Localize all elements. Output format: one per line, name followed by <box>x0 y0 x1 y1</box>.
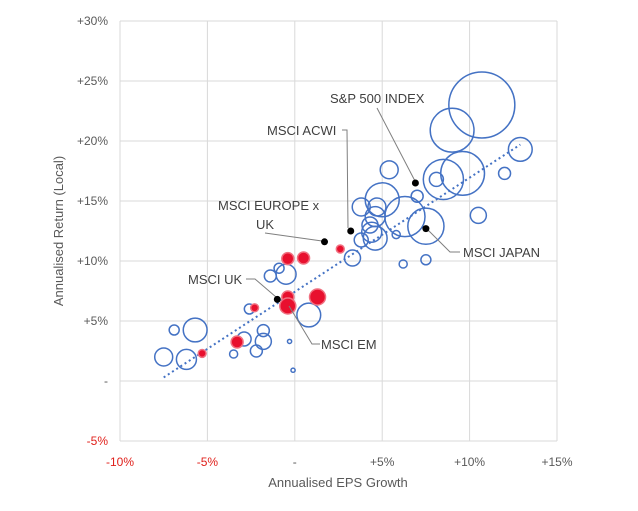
bubble-red <box>335 244 345 254</box>
y-tick-label: +20% <box>77 134 108 148</box>
leader-uk <box>246 278 277 298</box>
bubble-blue <box>228 349 239 359</box>
bubble-red <box>230 335 244 349</box>
leader-em <box>288 305 320 345</box>
x-tick-label: -5% <box>197 455 219 469</box>
bubble-blue <box>360 221 383 243</box>
leader-lines <box>246 107 460 345</box>
y-tick-label: +30% <box>77 14 108 28</box>
x-tick-label: - <box>293 455 297 469</box>
leader-acwi <box>342 129 349 229</box>
leader-japan <box>427 229 460 253</box>
label-europe-line2: UK <box>256 217 274 232</box>
leader-europe <box>264 232 323 242</box>
bubble-blue <box>448 71 516 139</box>
label-em: MSCI EM <box>321 337 377 352</box>
bubble-red <box>249 303 260 313</box>
y-tick-label: +10% <box>77 254 108 268</box>
point-msci-uk <box>273 295 281 303</box>
x-axis-title: Annualised EPS Growth <box>268 475 407 490</box>
label-uk: MSCI UK <box>188 272 243 287</box>
bubble-blue <box>428 171 445 188</box>
bubble-blue <box>429 107 475 153</box>
bubble-red <box>296 251 311 265</box>
trendline <box>163 143 521 379</box>
bubble-red <box>281 251 295 266</box>
bubble-blue <box>290 367 296 374</box>
point-msci-japan <box>422 225 430 233</box>
bubble-blue <box>273 262 285 274</box>
bubble-blue <box>296 302 322 328</box>
bubble-red <box>197 348 207 359</box>
label-europe-line1: MSCI EUROPE x <box>218 198 320 213</box>
bubble-blue <box>175 348 198 371</box>
bubble-blue <box>422 158 465 201</box>
leader-sp500 <box>376 107 416 182</box>
y-axis-title: Annualised Return (Local) <box>51 156 66 306</box>
y-tick-label: +25% <box>77 74 108 88</box>
grid <box>119 20 558 442</box>
x-tick-label: +5% <box>370 455 395 469</box>
label-japan: MSCI JAPAN <box>463 245 540 260</box>
y-tick-label: +5% <box>84 314 109 328</box>
bubble-blue <box>507 136 533 163</box>
bubble-blue <box>249 344 264 358</box>
bubble-blue <box>391 229 401 240</box>
y-tick-label: -5% <box>87 434 109 448</box>
bubble-blue <box>384 195 426 238</box>
bubble-blue <box>153 347 174 367</box>
bubble-blue <box>275 263 297 285</box>
label-acwi: MSCI ACWI <box>267 123 336 138</box>
bubble-blue <box>497 166 512 181</box>
bubble-blue <box>353 232 369 248</box>
bubble-blue <box>469 206 488 225</box>
labeled-points <box>273 179 430 303</box>
x-tick-label: +15% <box>541 455 572 469</box>
bubble-blue <box>168 324 180 336</box>
y-tick-label: +15% <box>77 194 108 208</box>
point-msci-europe-x-uk <box>321 238 329 246</box>
bubble-blue <box>367 197 387 217</box>
point-s-p-500-index <box>411 179 419 187</box>
label-sp500: S&P 500 INDEX <box>330 91 425 106</box>
bubble-blue <box>286 338 293 345</box>
bubble-blue <box>182 317 208 343</box>
x-tick-label: +10% <box>454 455 485 469</box>
bubble-blue <box>410 189 424 203</box>
bubble-blue <box>420 254 432 266</box>
tick-labels: -10% -5% - +5% +10% +15% -5% - +5% +10% +15% +20% +2… <box>77 14 573 469</box>
bubble-blue <box>379 160 399 180</box>
bubble-blue <box>254 332 273 351</box>
y-tick-label: - <box>104 374 108 388</box>
bubble-red <box>308 288 327 306</box>
bubble-blue <box>398 259 408 269</box>
bubble-blue <box>263 269 278 283</box>
x-tick-label: -10% <box>106 455 134 469</box>
bubble-blue <box>351 197 371 217</box>
bubbles <box>153 71 533 374</box>
bubble-blue <box>343 249 362 267</box>
bubble-blue <box>362 225 388 251</box>
bubble-red <box>279 297 297 315</box>
bubble-blue <box>364 182 400 218</box>
bubble-blue <box>256 323 271 338</box>
bubble-blue <box>407 207 445 246</box>
point-msci-acwi <box>347 227 355 235</box>
